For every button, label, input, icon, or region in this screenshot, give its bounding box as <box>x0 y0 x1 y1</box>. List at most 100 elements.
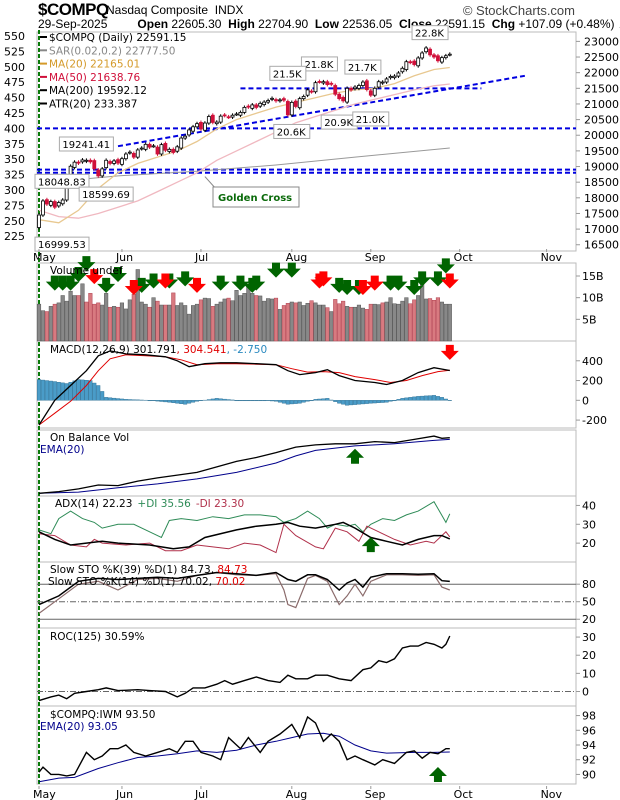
annotation-label: 21.7K <box>348 63 377 74</box>
sto-tick-label: 50 <box>582 596 596 609</box>
candle-body <box>424 47 429 53</box>
volume-bar <box>270 298 275 342</box>
candle-body <box>305 89 310 96</box>
red-down-arrow-icon <box>440 273 459 289</box>
macd-histogram-bar <box>64 383 69 401</box>
candle-body <box>45 199 49 205</box>
volume-bar <box>112 306 117 342</box>
candle-body <box>281 98 286 101</box>
volume-bar <box>96 302 101 342</box>
month-label: Oct <box>454 788 474 800</box>
obv-legend: On Balance Vol <box>50 432 129 444</box>
roc-tick-label: 10 <box>582 667 596 680</box>
low-label: Low <box>314 17 339 31</box>
stockcharts-brand[interactable]: © StockCharts.com <box>462 3 575 18</box>
volume-bar <box>333 299 338 342</box>
green-down-arrow-icon <box>389 275 408 291</box>
macd-histogram-bar <box>179 400 184 404</box>
trendline <box>117 74 526 148</box>
macd-histogram-bar <box>238 400 243 402</box>
candle-body <box>376 81 381 88</box>
candle-body <box>214 121 219 125</box>
volume-bar <box>281 305 286 342</box>
candle-body <box>278 99 282 102</box>
symbol-full-name: Nasdaq Composite <box>106 3 209 17</box>
volume-bar <box>364 309 369 342</box>
macd-histogram-bar <box>191 400 196 403</box>
macd-histogram-bar <box>305 400 310 402</box>
price-legend-item: MA(20) 22165.01 <box>49 59 140 71</box>
price-tick-label: 22000 <box>584 67 619 80</box>
price-tick-label: 21500 <box>584 82 619 95</box>
macd-histogram-bar <box>380 400 385 403</box>
candle-body <box>226 116 231 119</box>
candle-body <box>289 101 294 116</box>
volume-bar <box>352 306 358 342</box>
macd-histogram-bar <box>40 379 45 401</box>
volume-bar <box>135 269 140 342</box>
macd-histogram-bar <box>364 400 369 404</box>
volume-bar <box>329 311 334 342</box>
candle-body <box>349 87 353 91</box>
candle-body <box>37 214 41 228</box>
candle-body <box>163 142 168 151</box>
macd-histogram-bar <box>262 400 267 402</box>
candle-body <box>218 115 223 123</box>
roc-tick-label: 0 <box>582 685 589 698</box>
candle-body <box>199 122 203 130</box>
macd-histogram-bar <box>88 380 93 401</box>
adx-legend-mdi: -DI 23.30 <box>196 498 244 510</box>
volume-bar <box>206 298 211 342</box>
green-down-arrow-icon <box>77 256 96 272</box>
red-down-arrow-icon <box>124 280 143 295</box>
green-down-arrow-icon <box>69 267 88 282</box>
green-down-arrow-icon <box>267 262 285 278</box>
annotation-box <box>269 65 307 81</box>
price-tick-label: 18000 <box>584 192 619 205</box>
volume-bar <box>214 303 219 342</box>
macd-histogram-bar <box>218 398 223 401</box>
month-label: Sep <box>365 788 386 800</box>
volume-bar <box>277 309 282 342</box>
month-label: Jun <box>115 788 133 800</box>
candle-body <box>195 123 199 128</box>
annotation-box <box>344 59 382 75</box>
low-value: 22536.05 <box>342 17 393 31</box>
volume-bar <box>234 290 239 342</box>
left-scale-tick-label: 225 <box>4 230 25 243</box>
annotation-box <box>411 25 449 41</box>
volume-bar <box>345 306 350 342</box>
volume-bar <box>337 303 342 342</box>
volume-bar <box>273 297 279 342</box>
left-scale-tick-label: 500 <box>4 61 25 74</box>
macd-histogram-bar <box>435 396 440 401</box>
candle-body <box>439 57 444 63</box>
price-legend-item: MA(200) 19592.12 <box>49 85 147 97</box>
candle-body <box>301 96 306 100</box>
legend-swatch <box>40 102 47 105</box>
candle-body <box>68 165 73 175</box>
candle-body <box>246 105 251 108</box>
candle-body <box>171 148 176 153</box>
volume-bar <box>384 301 389 342</box>
green-down-arrow-icon <box>413 271 432 287</box>
candle-body <box>96 169 101 177</box>
macd-histogram-bar <box>388 400 393 402</box>
green-down-arrow-icon <box>405 280 424 295</box>
candle-body <box>333 85 338 95</box>
candle-body <box>285 101 290 116</box>
adx-tick-label: 20 <box>582 537 596 550</box>
candle-body <box>202 122 207 131</box>
red-down-arrow-icon <box>353 280 372 295</box>
macd-histogram-bar <box>333 400 338 402</box>
candle-body <box>139 147 144 150</box>
annotation-box <box>58 136 114 152</box>
macd-histogram-bar <box>396 399 401 401</box>
volume-bar <box>388 297 393 342</box>
quote-date: 29-Sep-2025 <box>38 17 108 31</box>
macd-histogram-bar <box>155 400 160 402</box>
price-tick-label: 20000 <box>584 129 619 142</box>
ratio-tick-label: 96 <box>582 724 596 737</box>
price-legend-item: $COMPQ (Daily) 22591.15 <box>49 32 186 44</box>
volume-bar <box>100 304 105 342</box>
